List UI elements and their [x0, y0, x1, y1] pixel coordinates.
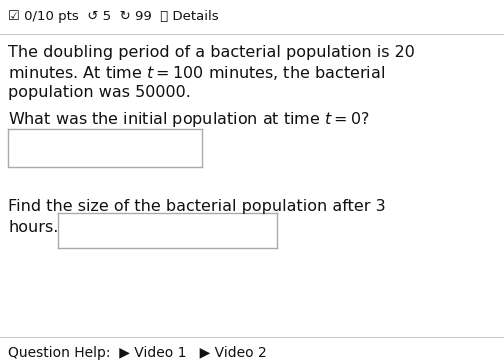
Text: minutes. At time $t = 100$ minutes, the bacterial: minutes. At time $t = 100$ minutes, the … [8, 64, 385, 82]
Text: What was the initial population at time $t = 0$?: What was the initial population at time … [8, 110, 370, 129]
Text: Question Help:  ▶ Video 1   ▶ Video 2: Question Help: ▶ Video 1 ▶ Video 2 [8, 346, 267, 360]
Text: ☑ 0/10 pts  ↺ 5  ↻ 99  ⓘ Details: ☑ 0/10 pts ↺ 5 ↻ 99 ⓘ Details [8, 10, 219, 23]
Text: Find the size of the bacterial population after 3: Find the size of the bacterial populatio… [8, 199, 386, 215]
Text: hours.: hours. [8, 220, 58, 236]
Text: population was 50000.: population was 50000. [8, 85, 191, 100]
Text: The doubling period of a bacterial population is 20: The doubling period of a bacterial popul… [8, 45, 415, 60]
